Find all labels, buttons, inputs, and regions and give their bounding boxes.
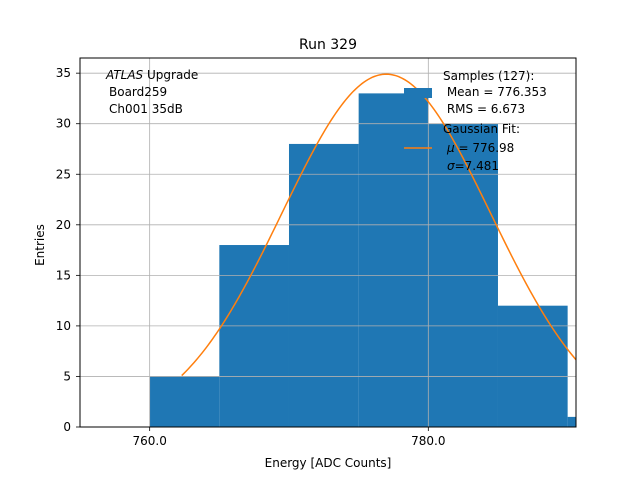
y-tick-label-5: 25: [56, 167, 71, 181]
legend-sigma-value: =7.481: [455, 159, 499, 173]
y-axis-label: Entries: [33, 224, 47, 266]
legend-mu-value: = 776.98: [455, 141, 515, 155]
y-tick-label-0: 0: [63, 420, 71, 434]
y-tick-label-1: 5: [63, 369, 71, 383]
legend-hist-swatch: [404, 88, 432, 98]
legend-mu-symbol: μ: [446, 141, 455, 155]
legend-fit-line-3: σ=7.481: [447, 159, 499, 173]
y-tick-label-2: 10: [56, 319, 71, 333]
legend-fit-line-2: μ = 776.98: [446, 141, 514, 155]
plot-frame: [79, 57, 577, 428]
y-tick-label-4: 20: [56, 218, 71, 232]
legend-hist-line-3: RMS = 6.673: [443, 102, 525, 116]
x-tick-label-1: 780.0: [411, 434, 445, 448]
y-tick-label-7: 35: [56, 66, 71, 80]
hist-bar-6: [567, 416, 576, 427]
annotation-channel: Ch001 35dB: [109, 102, 183, 116]
hist-bar-0: [149, 376, 220, 427]
gaussian-fit: [181, 73, 576, 377]
chart-title: Run 329: [299, 37, 357, 53]
hist-bar-1: [219, 245, 289, 427]
legend-hist-line-2: Mean = 776.353: [443, 85, 547, 99]
grid-lines: [80, 58, 576, 428]
hist-bar-5: [497, 305, 568, 427]
x-tick-label-0: 760.0: [132, 434, 166, 448]
legend-hist-line-1: Samples (127):: [443, 69, 534, 83]
annotation-upgrade: Upgrade: [143, 68, 198, 82]
legend-fit-line-1: Gaussian Fit:: [443, 122, 520, 136]
legend: Samples (127): Mean = 776.353 RMS = 6.67…: [404, 69, 547, 173]
gaussian-fit-curve: [181, 73, 576, 377]
axis-ticks: 760.0 780.0 0 5 10 15 20 25 30 35: [56, 66, 446, 448]
x-axis-label: Energy [ADC Counts]: [265, 456, 392, 470]
atlas-annotation: ATLAS Upgrade Board259 Ch001 35dB: [105, 68, 198, 116]
annotation-line-1: ATLAS Upgrade: [105, 68, 198, 82]
y-tick-label-6: 30: [56, 117, 71, 131]
annotation-atlas: ATLAS: [105, 68, 144, 82]
y-tick-label-3: 15: [56, 268, 71, 282]
annotation-board: Board259: [109, 85, 167, 99]
hist-bar-2: [288, 143, 359, 427]
hist-bar-3: [358, 93, 429, 427]
legend-sigma-symbol: σ: [447, 159, 455, 173]
